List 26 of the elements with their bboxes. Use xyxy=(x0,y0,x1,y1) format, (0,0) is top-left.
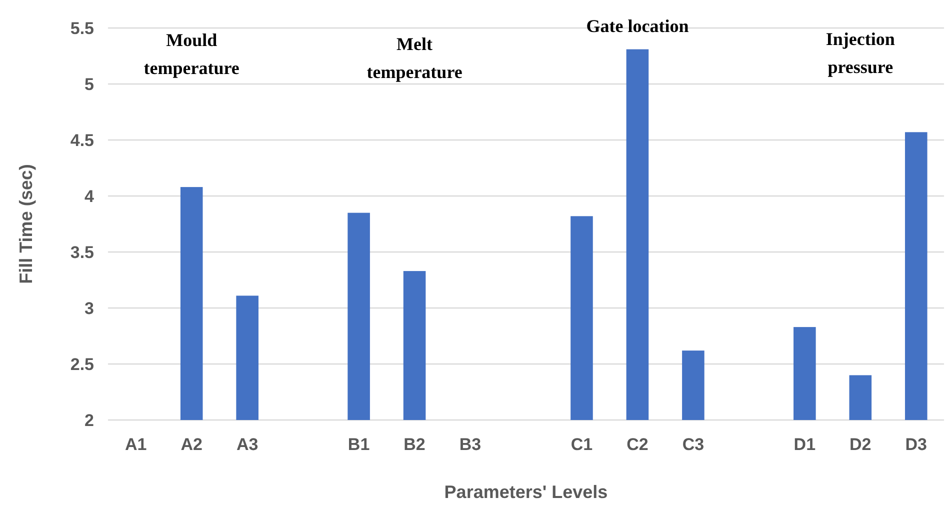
x-tick-label: D2 xyxy=(850,435,872,454)
annotation: Injection pressure xyxy=(826,29,895,77)
x-tick-label: B2 xyxy=(404,435,426,454)
y-axis-title: Fill Time (sec) xyxy=(16,164,36,284)
annotation: Mould temperature xyxy=(144,30,240,78)
x-tick-label: B3 xyxy=(459,435,482,454)
y-tick-label: 2 xyxy=(84,410,94,430)
annotation: Melt temperature xyxy=(366,34,462,82)
x-axis-title: Parameters' Levels xyxy=(444,482,608,502)
y-tick-label: 5.5 xyxy=(70,18,94,38)
x-tick-label: D3 xyxy=(905,435,927,454)
annotation: Gate location xyxy=(586,16,689,36)
x-tick-label: C3 xyxy=(682,435,704,454)
y-tick-label: 5 xyxy=(84,74,94,94)
x-tick-label: B1 xyxy=(348,435,370,454)
x-tick-label: A2 xyxy=(180,435,202,454)
x-tick-label: C1 xyxy=(570,435,593,454)
y-tick-label: 4.5 xyxy=(70,130,94,150)
x-tick-label: A1 xyxy=(125,435,147,454)
x-tick-label: C2 xyxy=(626,435,648,454)
y-tick-label: 4 xyxy=(84,186,95,206)
y-tick-label: 3 xyxy=(84,298,94,318)
y-tick-label: 2.5 xyxy=(70,354,94,374)
x-tick-label: A3 xyxy=(236,435,258,454)
x-tick-label: D1 xyxy=(794,435,816,454)
y-tick-label: 3.5 xyxy=(70,242,94,262)
